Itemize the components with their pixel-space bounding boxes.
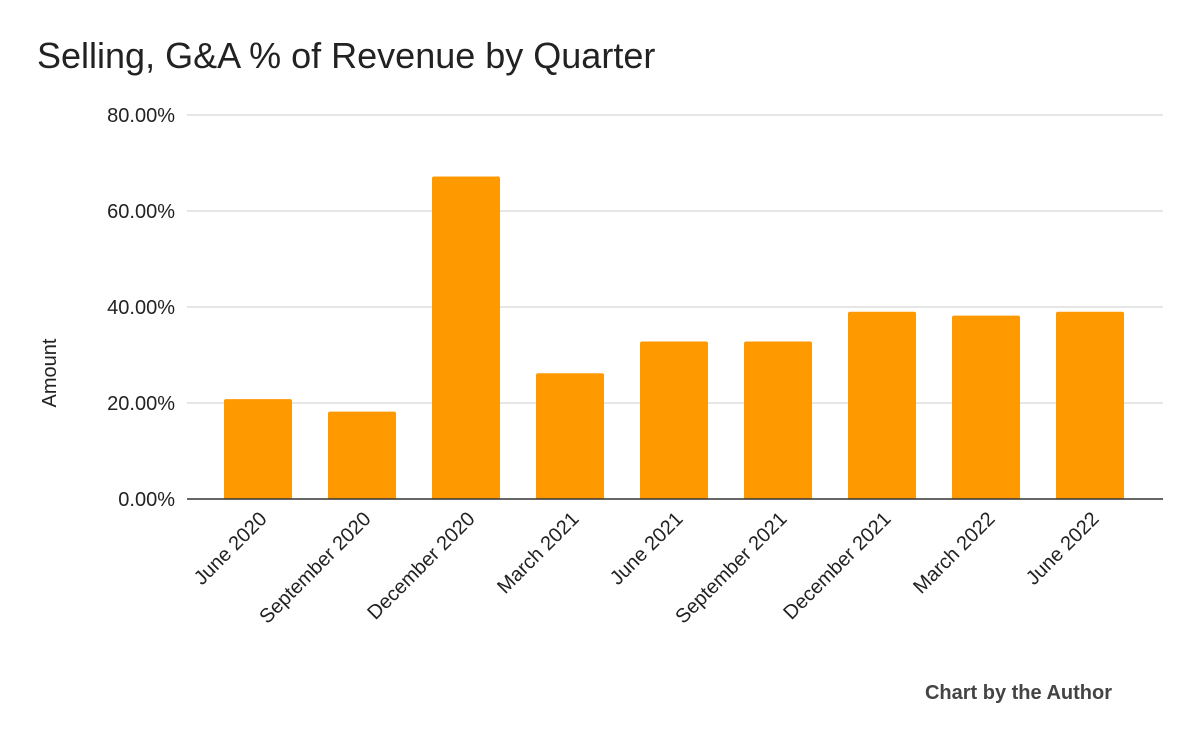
x-tick-label: December 2020 xyxy=(363,508,479,624)
x-tick-label: December 2021 xyxy=(779,508,895,624)
x-tick-label: March 2022 xyxy=(909,508,999,598)
y-tick-label: 0.00% xyxy=(118,489,175,511)
x-tick-label: March 2021 xyxy=(493,508,583,598)
bar xyxy=(536,373,604,499)
x-tick-label: June 2022 xyxy=(1022,508,1104,590)
bar xyxy=(848,311,916,499)
bar xyxy=(328,411,396,499)
bar xyxy=(224,399,292,499)
chart-credit: Chart by the Author xyxy=(925,682,1112,704)
x-tick-label: September 2020 xyxy=(255,508,375,628)
chart-title: Selling, G&A % of Revenue by Quarter xyxy=(37,35,655,76)
x-tick-label: September 2021 xyxy=(671,508,791,628)
y-tick-label: 20.00% xyxy=(107,393,175,415)
x-tick-label: June 2021 xyxy=(606,508,688,590)
y-tick-label: 80.00% xyxy=(107,105,175,127)
bar xyxy=(1056,311,1124,499)
x-tick-label: June 2020 xyxy=(190,508,272,590)
bar xyxy=(640,341,708,499)
y-axis-ticks: 0.00% 20.00% 40.00% 60.00% 80.00% xyxy=(107,105,175,511)
bar xyxy=(432,176,500,499)
y-tick-label: 60.00% xyxy=(107,201,175,223)
bars xyxy=(187,176,1163,500)
bar xyxy=(952,315,1020,499)
y-tick-label: 40.00% xyxy=(107,297,175,319)
bar xyxy=(744,341,812,499)
y-axis-title: Amount xyxy=(39,338,61,407)
